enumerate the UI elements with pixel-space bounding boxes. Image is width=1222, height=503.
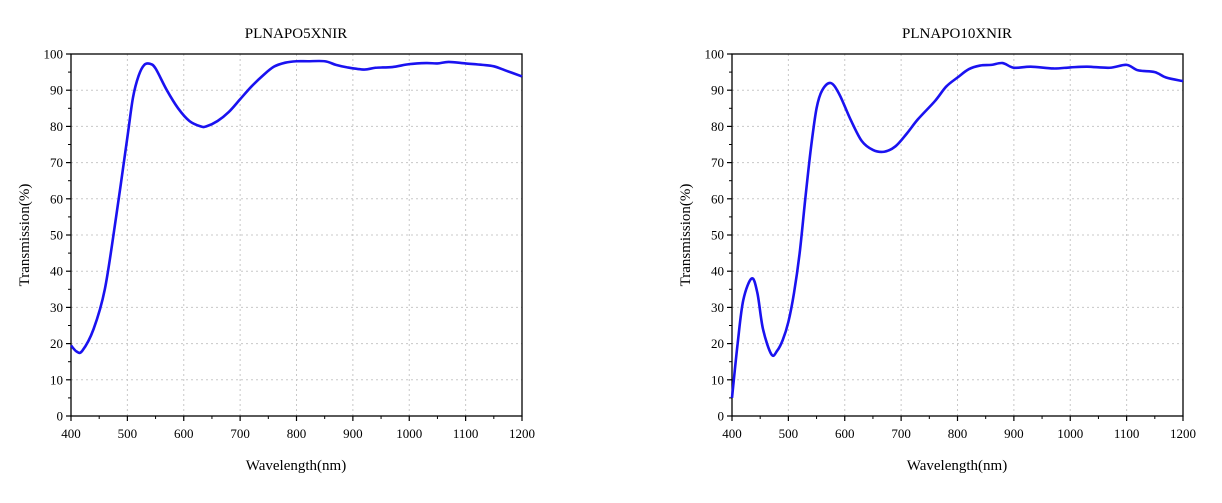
x-tick-label: 1000: [396, 426, 422, 441]
y-tick-label: 30: [50, 300, 63, 315]
chart-title: PLNAPO5XNIR: [245, 26, 348, 42]
x-tick-label: 900: [343, 426, 363, 441]
plot-frame: [70, 53, 523, 417]
x-tick-label: 900: [1004, 426, 1024, 441]
x-tick-label: 1200: [509, 426, 535, 441]
chart-plnapo5xnir: PLNAPO5XNIR Wavelength(nm) Transmission(…: [17, 26, 535, 474]
x-axis-label: Wavelength(nm): [246, 458, 346, 474]
y-tick-label: 30: [711, 300, 724, 315]
y-axis-label: Transmission(%): [678, 184, 694, 287]
x-tick-label: 1100: [1114, 426, 1140, 441]
y-tick-label: 100: [44, 47, 64, 62]
y-tick-label: 80: [711, 119, 724, 134]
y-tick-label: 20: [50, 336, 63, 351]
y-tick-label: 100: [705, 47, 725, 62]
series-line-transmission: [730, 61, 1184, 399]
plot-frame: [731, 53, 1184, 417]
y-tick-label: 80: [50, 119, 63, 134]
x-tick-label: 700: [891, 426, 911, 441]
x-tick-label: 800: [287, 426, 307, 441]
chart-plnapo10xnir: PLNAPO10XNIR Wavelength(nm) Transmission…: [678, 26, 1196, 474]
x-tick-label: 800: [948, 426, 968, 441]
x-axis-label: Wavelength(nm): [907, 458, 1007, 474]
y-tick-label: 90: [711, 83, 724, 98]
x-tick-label: 400: [722, 426, 742, 441]
y-axis-label: Transmission(%): [17, 184, 33, 287]
x-tick-label: 500: [779, 426, 799, 441]
y-tick-label: 50: [711, 228, 724, 243]
y-tick-label: 20: [711, 336, 724, 351]
y-tick-label: 60: [711, 191, 724, 206]
y-tick-label: 70: [50, 155, 63, 170]
x-tick-label: 1100: [453, 426, 479, 441]
y-tick-label: 40: [711, 264, 724, 279]
x-tick-label: 500: [118, 426, 138, 441]
chart-title: PLNAPO10XNIR: [902, 26, 1012, 42]
x-tick-label: 600: [174, 426, 194, 441]
y-tick-label: 10: [50, 372, 63, 387]
y-tick-label: 40: [50, 264, 63, 279]
x-tick-label: 1000: [1057, 426, 1083, 441]
y-tick-label: 60: [50, 191, 63, 206]
y-tick-label: 0: [57, 409, 64, 424]
y-tick-label: 90: [50, 83, 63, 98]
y-tick-label: 70: [711, 155, 724, 170]
y-tick-label: 0: [718, 409, 725, 424]
x-tick-label: 400: [61, 426, 81, 441]
y-tick-label: 10: [711, 372, 724, 387]
x-tick-label: 600: [835, 426, 855, 441]
x-tick-label: 700: [230, 426, 250, 441]
series-line-transmission: [70, 59, 523, 355]
x-tick-label: 1200: [1170, 426, 1196, 441]
y-tick-label: 50: [50, 228, 63, 243]
